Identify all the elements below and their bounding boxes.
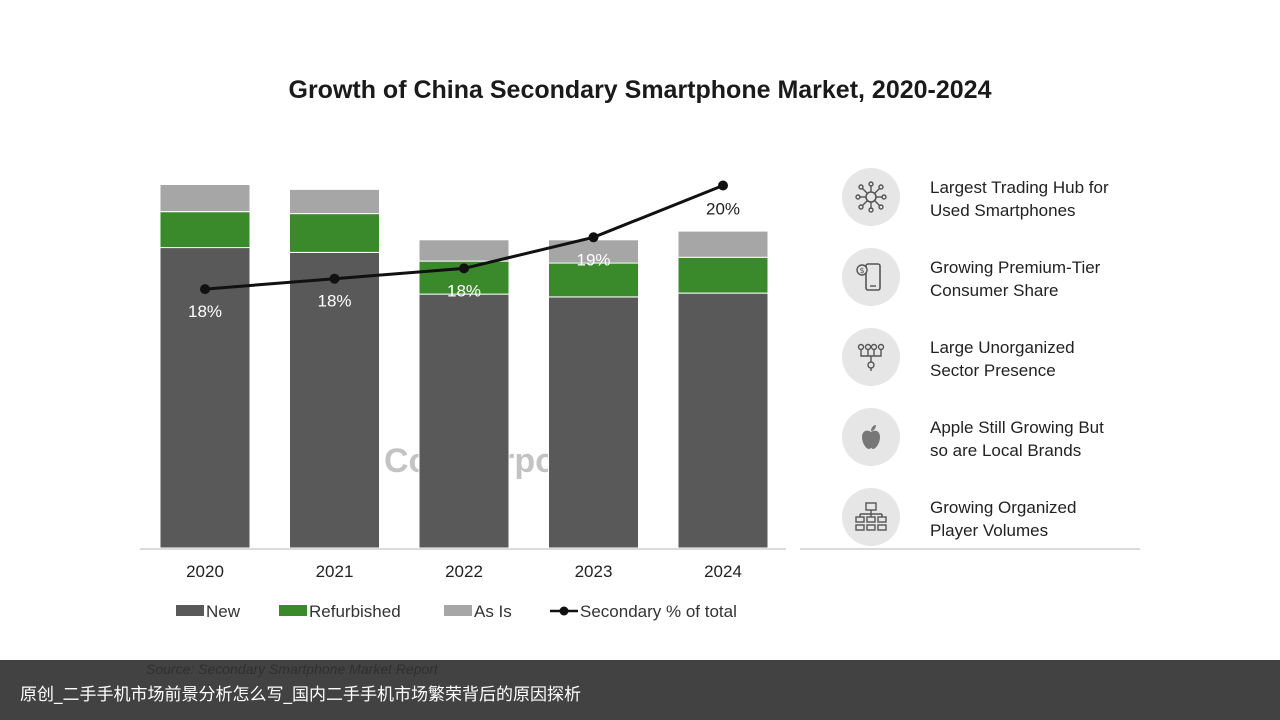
bar-as-is-2021 bbox=[289, 188, 380, 215]
line-label-2024: 20% bbox=[706, 200, 740, 219]
legend-label-as-is: As Is bbox=[474, 602, 512, 621]
panel-item-line: so are Local Brands bbox=[930, 441, 1082, 460]
x-tick-2020: 2020 bbox=[186, 562, 224, 581]
panel-item-text: Growing Premium-Tier Consumer Share bbox=[930, 256, 1140, 302]
panel-item-line: Consumer Share bbox=[930, 281, 1059, 300]
bar-new-2021 bbox=[289, 251, 380, 549]
panel-item-text: Large Unorganized Sector Presence bbox=[930, 336, 1140, 382]
bar-as-is-2020 bbox=[159, 184, 251, 213]
bar-as-is-2024 bbox=[677, 230, 769, 258]
x-tick-2024: 2024 bbox=[704, 562, 742, 581]
bar-refurbished-2024 bbox=[677, 256, 769, 294]
legend-swatch-refurbished bbox=[279, 605, 307, 616]
bar-as-is-2022 bbox=[418, 239, 510, 262]
panel-item-line: Growing Organized bbox=[930, 498, 1077, 517]
chart-title: Growth of China Secondary Smartphone Mar… bbox=[288, 76, 992, 104]
panel-item-line: Largest Trading Hub for bbox=[930, 178, 1109, 197]
bar-refurbished-2021 bbox=[289, 213, 380, 253]
legend-label-refurbished: Refurbished bbox=[309, 602, 401, 621]
panel-item-line: Apple Still Growing But bbox=[930, 418, 1104, 437]
org-chart-icon bbox=[842, 488, 900, 546]
legend-marker-secondary-share bbox=[559, 606, 569, 616]
panel-item-line: Growing Premium-Tier bbox=[930, 258, 1101, 277]
line-label-2020: 18% bbox=[188, 302, 222, 321]
panel-item-line: Player Volumes bbox=[930, 521, 1049, 540]
apple-icon bbox=[842, 408, 900, 466]
x-tick-2023: 2023 bbox=[575, 562, 613, 581]
svg-text:$: $ bbox=[859, 266, 864, 275]
panel-item-text: Largest Trading Hub for Used Smartphones bbox=[930, 176, 1140, 222]
x-tick-2021: 2021 bbox=[316, 562, 354, 581]
legend: New Refurbished As Is Secondary % of total bbox=[176, 602, 737, 621]
panel-item-premium-tier: $ Growing Premium-Tier Consumer Share bbox=[840, 248, 1140, 308]
bar-refurbished-2023 bbox=[548, 262, 639, 298]
line-point-2020 bbox=[200, 284, 210, 295]
panel-item-unorganized-sector: Large Unorganized Sector Presence bbox=[840, 328, 1140, 388]
line-label-2021: 18% bbox=[317, 292, 351, 311]
bar-refurbished-2020 bbox=[159, 211, 251, 249]
phone-dollar-icon: $ bbox=[842, 248, 900, 306]
panel-item-line: Sector Presence bbox=[930, 361, 1056, 380]
legend-swatch-as-is bbox=[444, 605, 472, 616]
panel-item-apple-local: Apple Still Growing But so are Local Bra… bbox=[840, 408, 1140, 468]
line-point-2024 bbox=[718, 180, 728, 191]
network-icon bbox=[842, 168, 900, 226]
bar-new-2023 bbox=[548, 296, 639, 549]
bar-new-2024 bbox=[677, 292, 769, 549]
panel-item-trading-hub: Largest Trading Hub for Used Smartphones bbox=[840, 168, 1140, 228]
caption-text: 原创_二手手机市场前景分析怎么写_国内二手手机市场繁荣背后的原因探析 bbox=[20, 685, 581, 705]
line-point-2023 bbox=[588, 232, 599, 243]
panel-item-text: Apple Still Growing But so are Local Bra… bbox=[930, 416, 1140, 462]
line-label-2023: 19% bbox=[576, 250, 610, 269]
bar-new-2022 bbox=[418, 293, 510, 549]
panel-item-line: Used Smartphones bbox=[930, 201, 1076, 220]
panel-item-text: Growing Organized Player Volumes bbox=[930, 496, 1140, 542]
legend-label-secondary-share: Secondary % of total bbox=[580, 602, 737, 621]
panel-item-line: Large Unorganized bbox=[930, 338, 1075, 357]
ticks-layer: 2020 2021 2022 2023 2024 bbox=[186, 562, 742, 581]
panel-item-organized-volumes: Growing Organized Player Volumes bbox=[840, 488, 1140, 548]
caption-bar: 原创_二手手机市场前景分析怎么写_国内二手手机市场繁荣背后的原因探析 bbox=[0, 660, 1280, 720]
legend-label-new: New bbox=[206, 602, 241, 621]
line-point-2022 bbox=[459, 263, 469, 274]
line-point-2021 bbox=[329, 273, 340, 284]
x-tick-2022: 2022 bbox=[445, 562, 483, 581]
line-layer: 18% 18% 18% 19% 20% bbox=[188, 180, 740, 321]
flowchart-icon bbox=[842, 328, 900, 386]
bars-layer bbox=[159, 184, 769, 549]
legend-swatch-new bbox=[176, 605, 204, 616]
line-label-2022: 18% bbox=[447, 281, 481, 300]
